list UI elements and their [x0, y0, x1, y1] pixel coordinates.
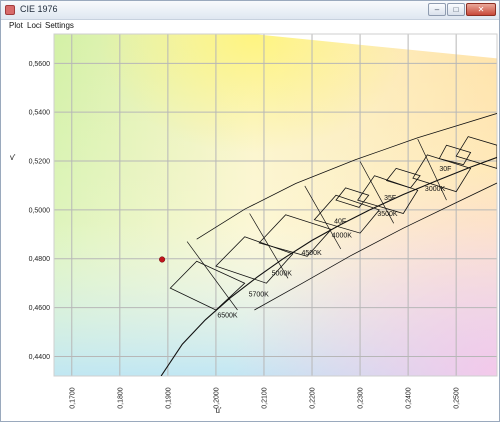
cct-label-3000k: 3000K: [425, 186, 446, 193]
y-axis-label: v': [10, 153, 16, 162]
cct-label-35f: 35F: [384, 195, 396, 202]
cct-box-3000k: [455, 136, 497, 169]
minimize-button[interactable]: –: [428, 3, 446, 16]
y-tick-label: 0,4800: [29, 256, 51, 263]
minimize-icon: –: [434, 5, 440, 14]
x-tick-label: 0,1700: [69, 387, 76, 409]
maximize-icon: □: [453, 5, 459, 14]
x-tick-label: 0,2100: [261, 387, 268, 409]
menu-loci[interactable]: Loci: [27, 21, 42, 30]
cct-band-lower: [254, 182, 497, 311]
cct-label-3500k: 3500K: [377, 211, 398, 218]
close-icon: ✕: [477, 5, 485, 14]
axis-ticks: 0,4400 0,4600 0,4800 0,5000 0,5200 0,5400 0,56…: [29, 61, 461, 409]
menu-settings[interactable]: Settings: [45, 21, 74, 30]
planckian-locus: [160, 156, 497, 376]
x-tick-label: 0,2000: [213, 387, 220, 409]
window-title: CIE 1976: [20, 4, 58, 14]
y-tick-label: 0,5000: [29, 207, 51, 214]
x-axis-label: u': [216, 406, 222, 415]
cct-loci: 6500K 5700K 5000K 4500K 40F 4000K 35F 3500K 30F 3…: [159, 113, 497, 376]
cct-box-4500k: [313, 194, 380, 234]
x-tick-label: 0,2400: [406, 387, 413, 409]
x-tick-label: 0,1900: [165, 387, 172, 409]
y-tick-label: 0,4400: [29, 354, 51, 361]
cct-label-30f: 30F: [439, 166, 451, 173]
x-tick-label: 0,1800: [117, 387, 124, 409]
plot-border: [53, 33, 498, 377]
cie-1976-chart[interactable]: 6500K 5700K 5000K 4500K 40F 4000K 35F 3500K 30F 3…: [1, 32, 499, 421]
cct-box-40f: [335, 187, 370, 208]
y-tick-label: 0,5200: [29, 159, 51, 166]
y-tick-label: 0,4600: [29, 305, 51, 312]
close-button[interactable]: ✕: [466, 3, 496, 16]
cct-box-3500k: [412, 154, 472, 193]
cct-label-4500k: 4500K: [301, 250, 322, 257]
measured-point: [159, 256, 166, 263]
cie-app-icon[interactable]: [5, 5, 15, 15]
x-tick-label: 0,2500: [454, 387, 461, 409]
isotherm-line: [186, 241, 238, 311]
cct-label-5000k: 5000K: [272, 270, 293, 277]
cct-label-6500k: 6500K: [217, 312, 238, 319]
x-tick-label: 0,2200: [310, 387, 317, 409]
menu-bar: Plot Loci Settings: [1, 20, 499, 32]
cct-label-40f: 40F: [334, 218, 346, 225]
isotherm-line: [304, 185, 342, 250]
y-tick-label: 0,5600: [29, 61, 51, 68]
cct-box-30f: [438, 144, 472, 166]
cct-label-5700k: 5700K: [249, 291, 270, 298]
cct-box-5000k: [258, 214, 332, 257]
out-of-gamut-region: [252, 34, 497, 59]
isotherm-line: [359, 161, 395, 224]
y-tick-label: 0,5400: [29, 110, 51, 117]
cct-box-35f: [385, 167, 421, 189]
maximize-button[interactable]: □: [447, 3, 465, 16]
color-gamut-background: [54, 34, 497, 376]
menu-plot[interactable]: Plot: [9, 21, 23, 30]
title-bar[interactable]: CIE 1976 – □ ✕: [1, 1, 499, 20]
x-tick-label: 0,2300: [358, 387, 365, 409]
cct-label-4000k: 4000K: [332, 232, 353, 239]
cct-box-6500k: [169, 260, 246, 311]
cct-band-upper: [196, 113, 497, 240]
window-controls: – □ ✕: [428, 3, 496, 16]
background-yellow-wash: [54, 34, 497, 376]
isotherm-line: [417, 138, 447, 201]
